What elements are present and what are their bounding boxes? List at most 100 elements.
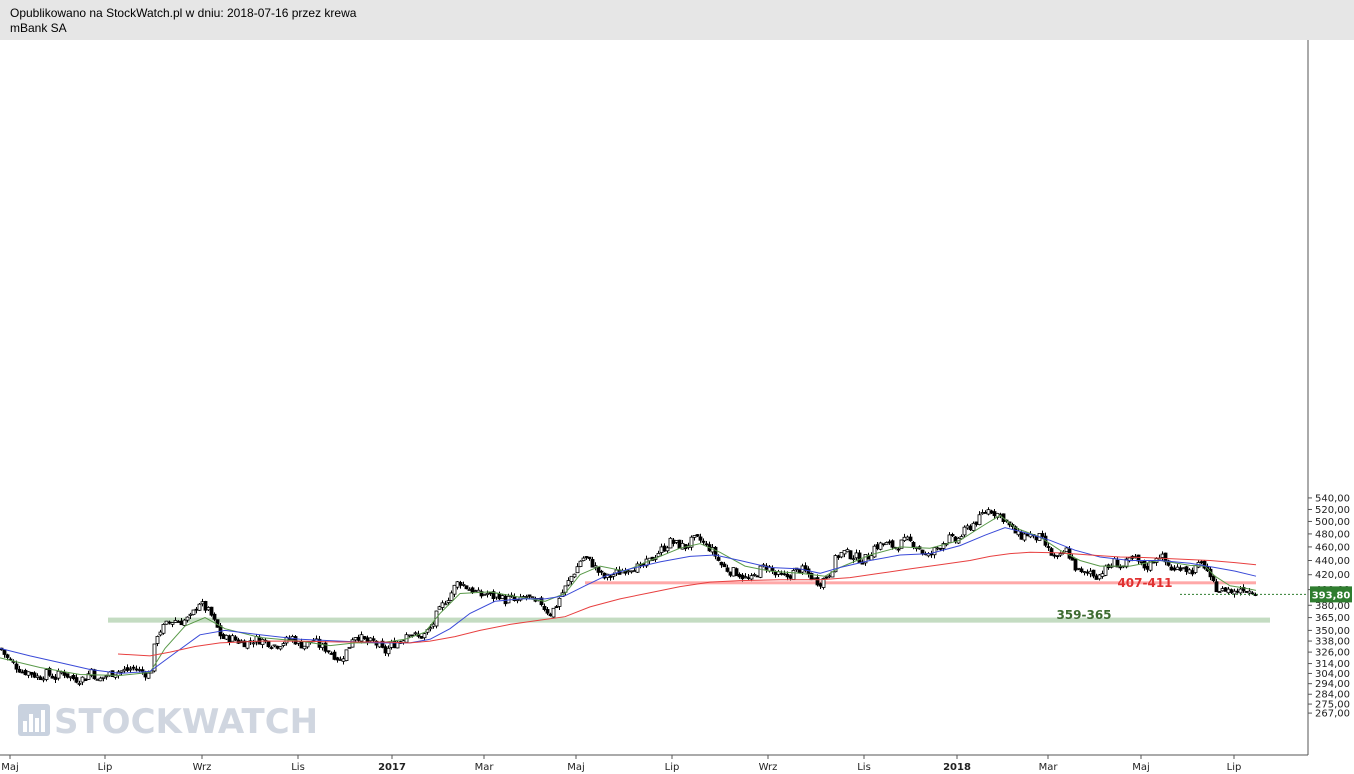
candle (1241, 584, 1246, 593)
candle (26, 671, 31, 679)
candle (185, 616, 190, 623)
candle (83, 678, 88, 681)
candle (422, 632, 427, 641)
candle (854, 549, 859, 561)
candle (1223, 586, 1228, 592)
candle (257, 634, 262, 645)
candle (131, 664, 136, 671)
candle (572, 573, 577, 579)
candle (569, 575, 574, 585)
candle (473, 589, 478, 592)
candle (374, 640, 379, 649)
candle (665, 545, 670, 553)
candle (593, 562, 598, 571)
candle (836, 554, 841, 560)
candle (53, 674, 58, 684)
candle (443, 600, 448, 606)
candle (197, 603, 202, 611)
zone-label: 407-411 (1117, 576, 1172, 590)
candle (530, 596, 535, 599)
candle (1142, 559, 1147, 571)
candle (881, 543, 886, 547)
y-tick-label: 540,00 (1315, 493, 1350, 504)
candle (212, 612, 217, 622)
candle (1190, 567, 1195, 577)
candle (815, 574, 820, 587)
candle (437, 605, 442, 610)
candle (965, 523, 970, 530)
candle (725, 564, 730, 573)
candle (488, 592, 493, 596)
candle (953, 535, 958, 544)
candle (23, 668, 28, 676)
y-tick-label: 326,00 (1315, 648, 1350, 659)
candle (581, 556, 586, 562)
candle (362, 635, 367, 640)
y-tick-label: 440,00 (1315, 556, 1350, 567)
candle (128, 666, 133, 674)
candle (206, 606, 211, 612)
candle (446, 597, 451, 606)
candle (227, 634, 232, 646)
candle (44, 667, 49, 682)
candle (101, 676, 106, 682)
candle (236, 637, 241, 645)
candle (35, 673, 40, 680)
candle (809, 572, 814, 581)
candle (260, 638, 265, 649)
candle (929, 550, 934, 558)
moving-average-green (0, 514, 1257, 677)
candle (896, 547, 901, 553)
y-tick-label: 520,00 (1315, 505, 1350, 516)
candle (695, 534, 700, 537)
candle (386, 645, 391, 657)
candle (689, 535, 694, 551)
candle (878, 541, 883, 551)
candle (512, 593, 517, 602)
candle (161, 623, 166, 635)
candle (845, 547, 850, 553)
candle (968, 524, 973, 532)
candle (980, 509, 985, 515)
candle (461, 581, 466, 587)
candle (887, 539, 892, 545)
last-price-badge (1310, 586, 1352, 603)
candle (467, 587, 472, 591)
candle (779, 570, 784, 576)
candle (68, 676, 73, 682)
support-zone-407-411 (585, 581, 1256, 585)
candle (17, 665, 22, 673)
candle (1220, 586, 1225, 592)
candle (701, 538, 706, 545)
candle (671, 537, 676, 547)
candle (824, 576, 829, 580)
candle (1079, 566, 1084, 574)
x-tick-label: Wrz (193, 762, 212, 773)
watermark-text: STOCKWATCH (54, 702, 318, 742)
candle (95, 678, 100, 681)
candle (1193, 564, 1198, 575)
candle (755, 575, 760, 578)
candle (221, 632, 226, 639)
candle (713, 545, 718, 560)
candle (623, 567, 628, 576)
candle (326, 650, 331, 654)
y-tick-label: 338,00 (1315, 637, 1350, 648)
candle (335, 656, 340, 663)
candle (266, 640, 271, 648)
candle (542, 603, 547, 612)
x-tick-label: Lip (665, 762, 680, 773)
candle (515, 599, 520, 604)
candle (62, 669, 67, 679)
support-zone-359-365 (108, 617, 1270, 623)
candle (599, 569, 604, 576)
y-tick-label: 350,00 (1315, 626, 1350, 637)
last-price-label: 393,80 (1312, 590, 1351, 601)
candle (164, 620, 169, 625)
candle (278, 646, 283, 651)
candle (545, 606, 550, 616)
candle (1145, 562, 1150, 573)
candle (2, 649, 7, 658)
candle (413, 631, 418, 636)
